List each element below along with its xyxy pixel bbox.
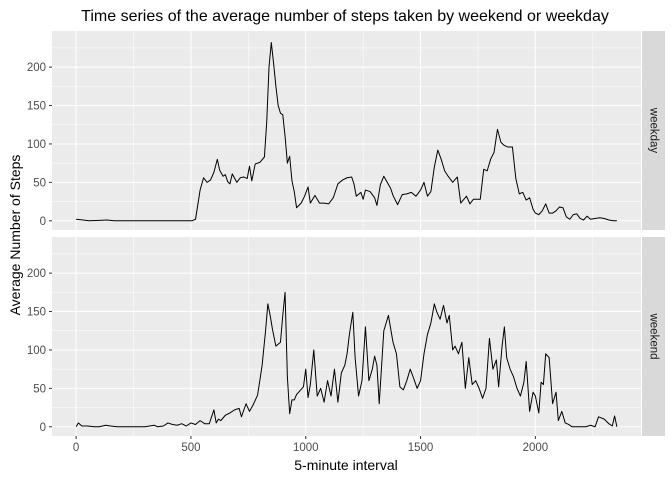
panel-weekday: 0 50 100 150 200 weekday xyxy=(27,31,665,230)
y-axis-label: Average Number of Steps xyxy=(7,155,23,316)
x-tick-label: 2000 xyxy=(523,442,549,454)
y-tick-label: 0 xyxy=(40,422,46,434)
series-line-weekday xyxy=(76,42,617,222)
facet-strip-label: weekday xyxy=(647,107,659,154)
x-tick-label: 500 xyxy=(181,442,200,454)
y-tick-label: 0 xyxy=(40,216,46,228)
chart-title: Time series of the average number of ste… xyxy=(81,8,609,25)
panel-background xyxy=(52,237,641,436)
x-tick-label: 1000 xyxy=(293,442,319,454)
y-tick-label: 150 xyxy=(27,307,46,319)
y-tick-label: 100 xyxy=(27,139,46,151)
panel-background xyxy=(52,31,641,230)
y-tick-label: 50 xyxy=(33,383,46,395)
y-tick-label: 50 xyxy=(33,177,46,189)
x-axis-label: 5-minute interval xyxy=(294,457,398,473)
facet-strip xyxy=(642,237,665,436)
y-tick-label: 200 xyxy=(27,62,46,74)
x-tick-label: 0 xyxy=(73,442,79,454)
x-axis: 0 500 1000 1500 2000 xyxy=(73,436,548,454)
panel-weekend: 0 50 100 150 200 weekend xyxy=(27,237,665,436)
series-line-weekend xyxy=(75,291,618,428)
y-tick-label: 150 xyxy=(27,101,46,113)
x-tick-label: 1500 xyxy=(408,442,434,454)
facet-strip-label: weekend xyxy=(647,312,659,359)
facet-strip xyxy=(642,31,665,230)
y-tick-label: 200 xyxy=(27,268,46,280)
y-tick-label: 100 xyxy=(27,345,46,357)
